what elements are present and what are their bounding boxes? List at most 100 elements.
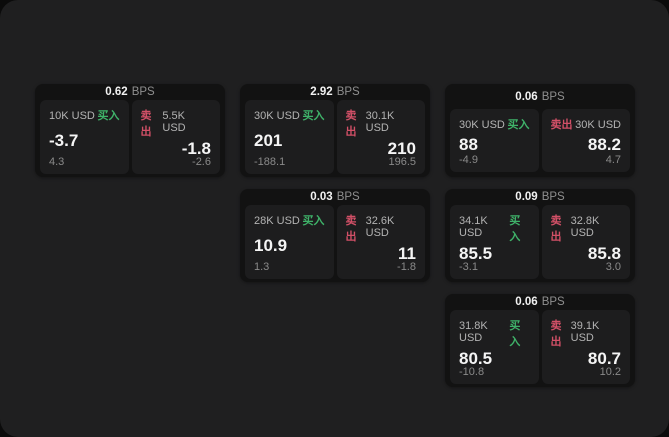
spread-header: 0.09 BPS: [445, 189, 635, 203]
buy-amount: 28K USD: [254, 215, 300, 227]
buy-panel[interactable]: 10K USD 买入 -3.7 4.3: [40, 100, 129, 174]
sell-amount: 32.6K USD: [365, 215, 395, 239]
spread-unit: BPS: [541, 296, 565, 308]
spread-unit: BPS: [541, 90, 565, 103]
sell-panel[interactable]: 卖出 30K USD 88.2 4.7: [541, 109, 630, 172]
buy-secondary-value: 4.3: [49, 156, 65, 168]
sell-secondary-value: -1.8: [397, 261, 416, 273]
buy-secondary-value: -188.1: [254, 156, 286, 168]
sell-panel-top: 卖出 30K USD: [551, 116, 622, 132]
sell-label: 卖出: [550, 215, 562, 243]
sell-panel[interactable]: 卖出 32.6K USD 11 -1.8: [336, 205, 425, 279]
sell-secondary-value: 4.7: [605, 154, 621, 166]
spread-unit: BPS: [541, 191, 565, 203]
price-tile-card: 0.09 BPS 34.1K USD 买入 85.5 -3.1 卖出 32.8K…: [445, 189, 635, 282]
spread-header: 0.62 BPS: [35, 84, 225, 98]
price-tile-card: 0.03 BPS 28K USD 买入 10.9 1.3 卖出 32.6K US…: [240, 189, 430, 282]
sell-price: -1.8: [181, 139, 211, 158]
sell-amount: 30.1K USD: [365, 110, 395, 134]
buy-sell-panels: 28K USD 买入 10.9 1.3 卖出 32.6K USD 11 -1.8: [240, 203, 430, 284]
sell-label: 卖出: [345, 215, 357, 243]
spread-unit: BPS: [336, 191, 360, 203]
buy-secondary-value: -10.8: [459, 366, 485, 378]
sell-amount: 39.1K USD: [570, 320, 600, 344]
spread-unit: BPS: [336, 86, 360, 98]
price-tile-card: 0.06 BPS 30K USD 买入 88 -4.9 卖出 30K USD: [445, 84, 635, 177]
sell-amount: 5.5K USD: [162, 110, 186, 134]
buy-label: 买入: [507, 119, 530, 131]
buy-sell-panels: 31.8K USD 买入 80.5 -10.8 卖出 39.1K USD 80.…: [445, 308, 635, 389]
buy-secondary-value: -4.9: [459, 154, 478, 166]
buy-sell-panels: 30K USD 买入 201 -188.1 卖出 30.1K USD 210 1…: [240, 98, 430, 179]
spread-value: 2.92: [310, 86, 333, 98]
spread-value: 0.06: [515, 90, 538, 103]
sell-amount: 32.8K USD: [570, 215, 600, 239]
buy-label: 买入: [302, 110, 325, 122]
sell-panel-top: 卖出 39.1K USD: [551, 317, 622, 349]
buy-panel-top: 34.1K USD 买入: [459, 212, 530, 244]
buy-panel-top: 31.8K USD 买入: [459, 317, 530, 349]
price-tile-card: 0.62 BPS 10K USD 买入 -3.7 4.3 卖出 5.5K USD: [35, 84, 225, 177]
buy-sell-panels: 10K USD 买入 -3.7 4.3 卖出 5.5K USD -1.8 -2.…: [35, 98, 225, 179]
sell-panel[interactable]: 卖出 39.1K USD 80.7 10.2: [541, 310, 630, 384]
sell-panel[interactable]: 卖出 30.1K USD 210 196.5: [336, 100, 425, 174]
sell-price: 210: [387, 139, 416, 158]
buy-sell-panels: 30K USD 买入 88 -4.9 卖出 30K USD 88.2 4.7: [445, 107, 635, 177]
buy-price: 80.5: [459, 349, 493, 368]
buy-amount: 30K USD: [459, 119, 505, 131]
spread-value: 0.03: [310, 191, 333, 203]
buy-amount: 10K USD: [49, 110, 95, 122]
buy-amount: 31.8K USD: [459, 320, 488, 344]
sell-secondary-value: -2.6: [192, 156, 211, 168]
sell-label: 卖出: [345, 110, 357, 138]
sell-label: 卖出: [140, 110, 152, 138]
buy-amount: 30K USD: [254, 110, 300, 122]
sell-price: 80.7: [587, 349, 621, 368]
buy-secondary-value: -3.1: [459, 261, 478, 273]
spread-value: 0.09: [515, 191, 538, 203]
buy-price: 88: [459, 134, 478, 154]
buy-price: 10.9: [254, 236, 288, 255]
buy-sell-panels: 34.1K USD 买入 85.5 -3.1 卖出 32.8K USD 85.8…: [445, 203, 635, 284]
buy-label: 买入: [302, 215, 325, 227]
buy-label: 买入: [509, 215, 521, 243]
buy-panel-top: 30K USD 买入: [254, 107, 325, 123]
buy-label: 买入: [97, 110, 120, 122]
sell-panel[interactable]: 卖出 5.5K USD -1.8 -2.6: [131, 100, 220, 174]
sell-price: 88.2: [587, 134, 621, 154]
buy-panel[interactable]: 30K USD 买入 88 -4.9: [450, 109, 539, 172]
price-tile-grid: 0.62 BPS 10K USD 买入 -3.7 4.3 卖出 5.5K USD: [35, 84, 635, 387]
spread-unit: BPS: [131, 86, 155, 98]
spread-value: 0.62: [105, 86, 128, 98]
buy-panel[interactable]: 34.1K USD 买入 85.5 -3.1: [450, 205, 539, 279]
sell-price: 11: [398, 244, 416, 263]
sell-label: 卖出: [550, 119, 573, 131]
spread-header: 0.06 BPS: [445, 294, 635, 308]
buy-panel[interactable]: 30K USD 买入 201 -188.1: [245, 100, 334, 174]
sell-panel-top: 卖出 32.8K USD: [551, 212, 622, 244]
sell-panel-top: 卖出 30.1K USD: [346, 107, 417, 139]
sell-price: 85.8: [587, 244, 621, 263]
price-tile-card: 2.92 BPS 30K USD 买入 201 -188.1 卖出 30.1K …: [240, 84, 430, 177]
spread-value: 0.06: [515, 296, 538, 308]
spread-header: 2.92 BPS: [240, 84, 430, 98]
buy-price: -3.7: [49, 131, 79, 150]
sell-secondary-value: 196.5: [388, 156, 416, 168]
buy-panel[interactable]: 31.8K USD 买入 80.5 -10.8: [450, 310, 539, 384]
sell-panel-top: 卖出 5.5K USD: [141, 107, 212, 139]
buy-panel-top: 28K USD 买入: [254, 212, 325, 228]
sell-panel-top: 卖出 32.6K USD: [346, 212, 417, 244]
buy-label: 买入: [509, 320, 521, 348]
sell-secondary-value: 10.2: [599, 366, 621, 378]
buy-panel[interactable]: 28K USD 买入 10.9 1.3: [245, 205, 334, 279]
buy-price: 85.5: [459, 244, 493, 263]
buy-price: 201: [254, 131, 283, 150]
spread-header: 0.06 BPS: [445, 84, 635, 107]
spread-header: 0.03 BPS: [240, 189, 430, 203]
buy-panel-top: 30K USD 买入: [459, 116, 530, 132]
buy-secondary-value: 1.3: [254, 261, 270, 273]
price-tile-card: 0.06 BPS 31.8K USD 买入 80.5 -10.8 卖出 39.1…: [445, 294, 635, 387]
sell-panel[interactable]: 卖出 32.8K USD 85.8 3.0: [541, 205, 630, 279]
buy-panel-top: 10K USD 买入: [49, 107, 120, 123]
